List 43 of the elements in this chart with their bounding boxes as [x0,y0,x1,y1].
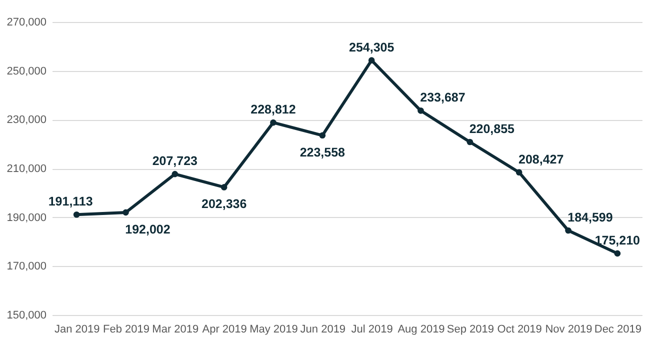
data-label: 223,558 [300,145,346,160]
data-label: 228,812 [250,102,296,117]
x-tick-label: Jan 2019 [54,324,100,336]
point [319,132,326,139]
data-label: 207,723 [152,154,198,168]
data-label: 208,427 [518,152,564,166]
y-tick-label: 170,000 [6,260,46,273]
point [466,138,474,146]
data-label: 175,210 [594,233,640,248]
x-tick-label: May 2019 [250,324,298,336]
data-label: 191,113 [48,194,93,209]
x-tick-label: Feb 2019 [103,324,150,336]
point [368,57,375,64]
x-tick-label: Apr 2019 [202,324,247,336]
point [516,169,522,176]
x-tick-label: Nov 2019 [545,324,592,336]
point [614,250,621,257]
x-tick-label: Aug 2019 [398,324,445,336]
point [220,184,228,190]
x-tick-label: Mar 2019 [152,324,199,336]
point [565,227,572,234]
data-label: 192,002 [125,222,170,236]
x-tick-label: Dec 2019 [594,324,642,336]
data-label: 233,687 [420,90,466,105]
y-tick-label: 230,000 [6,114,46,126]
data-label: 254,305 [348,40,394,54]
data-label: 184,599 [568,210,613,225]
data-label: 220,855 [469,122,515,136]
y-tick-label: 150,000 [6,310,46,322]
y-tick-label: 270,000 [6,16,46,28]
point [73,211,80,218]
x-tick-label: Oct 2019 [497,324,542,336]
point [418,108,424,114]
point [122,209,129,216]
x-tick-label: Sep 2019 [446,324,494,336]
x-tick-label: Jun 2019 [300,324,346,336]
point [172,170,178,178]
point [270,119,276,126]
x-tick-label: Jul 2019 [351,324,393,336]
y-tick-label: 190,000 [6,212,46,224]
y-tick-label: 250,000 [6,65,46,78]
y-tick-label: 210,000 [6,163,46,175]
data-label: 202,336 [201,197,247,212]
